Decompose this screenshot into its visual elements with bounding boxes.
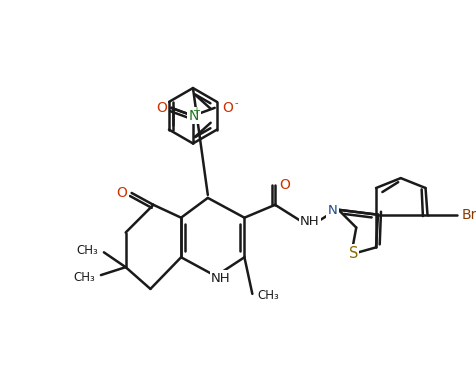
Text: CH₃: CH₃ bbox=[73, 270, 95, 284]
Text: O: O bbox=[279, 178, 290, 192]
Text: S: S bbox=[348, 246, 358, 261]
Text: O: O bbox=[116, 186, 127, 200]
Text: O: O bbox=[156, 101, 167, 115]
Text: N: N bbox=[327, 204, 337, 217]
Text: Br: Br bbox=[461, 208, 476, 222]
Text: CH₃: CH₃ bbox=[258, 290, 279, 302]
Text: +: + bbox=[192, 106, 200, 116]
Text: -: - bbox=[235, 98, 238, 108]
Text: NH: NH bbox=[300, 215, 319, 228]
Text: N: N bbox=[189, 109, 199, 123]
Text: O: O bbox=[222, 101, 233, 115]
Text: CH₃: CH₃ bbox=[76, 244, 98, 257]
Text: NH: NH bbox=[211, 272, 230, 285]
